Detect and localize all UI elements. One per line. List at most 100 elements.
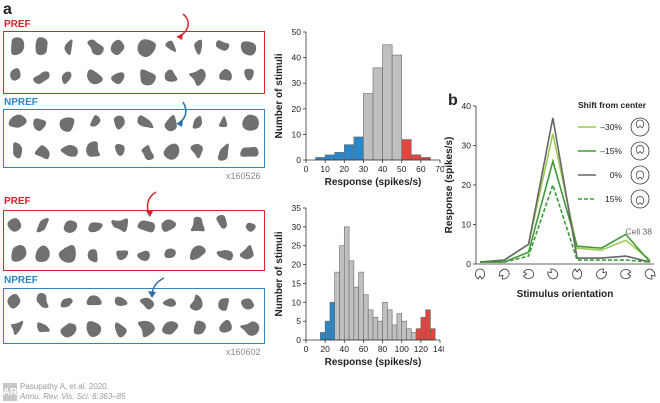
x-tick-label: 60 [359,344,369,354]
stimulus-shape [241,298,254,310]
stimulus-shape [60,144,78,157]
stimulus-shape [189,68,206,86]
stimulus-shape [88,222,103,233]
y-tick-label: 25 [292,241,302,251]
stimulus-shape [194,39,203,55]
x-tick-label: 140 [433,344,444,354]
histogram-bar [353,286,359,341]
histogram-bar [387,309,393,341]
stimulus-shape [219,319,232,333]
stimulus-shape [218,298,230,311]
shift-circle-icon [630,117,650,137]
stimulus-shape [13,142,23,159]
pref-label: PREF [4,196,31,207]
pref-label: PREF [4,19,31,30]
orientation-shape-icon [498,268,510,280]
y-tick-label: 20 [292,104,302,114]
stimulus-shape [189,294,203,311]
cell-annotation: Cell 38 [626,226,653,236]
stimulus-shape [61,71,72,84]
stimulus-shape [161,219,177,232]
y-tick-label: 15 [292,278,302,288]
stimulus-shape [139,297,155,310]
stimulus-shape [11,244,27,262]
y-tick-label: 20 [292,260,302,270]
stimulus-shape [165,40,177,52]
tuning-curve-chart: 0 10 20 30 40 Stimulus orientation Response (s… [444,100,656,300]
pref-shapes [10,37,257,86]
histogram-bar [329,301,336,341]
stimulus-shape [11,37,25,56]
pref-arrow-icon [176,13,189,40]
stimulus-shape [86,321,102,338]
shift-circle-icon [630,165,650,185]
stimulus-shape [163,143,180,160]
y-tick-label: 30 [462,141,472,151]
stimulus-shape [59,117,75,132]
orientation-shape-icon [620,269,632,279]
panel-b-letter: b [448,92,458,109]
legend-label: 15% [605,194,622,204]
x-tick-label: 40 [340,344,350,354]
histogram-bar [377,320,383,341]
histogram-x160602: 0 5 10 15 20 25 30 35 0 20 40 60 80 100 120 140 Response… [274,203,444,368]
stimulus-shape [35,245,50,263]
x-tick-label: 50 [397,164,407,174]
stimulus-shape [162,298,177,307]
histogram-bar [324,320,331,341]
stimulus-shape [190,216,205,232]
legend-title: Shift from center [578,100,647,110]
orientation-shape-icon [522,269,534,279]
stimulus-shape [7,218,22,232]
stimulus-shape [240,41,257,56]
x-tick-label: 100 [395,344,409,354]
x-tick-label: 10 [320,164,330,174]
x-tick-label: 0 [304,164,309,174]
stimulus-shape [137,250,150,261]
histogram-bar [348,260,355,341]
stimulus-shape [33,71,50,85]
stimulus-shape [137,39,156,58]
stimulus-shape [58,245,76,263]
histogram-bar [410,154,422,161]
x-tick-label: 20 [340,164,350,174]
tuning-series-line [479,117,651,263]
stimulus-shape [90,115,101,127]
stimulus-shape [216,214,227,229]
stimulus-shape [215,40,230,51]
x-tick-label: 20 [320,344,330,354]
stimulus-shape [86,141,101,157]
stimulus-shape [216,250,233,261]
stimulus-shape [141,145,154,161]
stimulus-shape [114,322,127,338]
stimulus-shape [189,245,206,260]
stimulus-shape [33,118,47,131]
npref-shape-box [3,109,265,168]
y-tick-label: 30 [292,222,302,232]
stimulus-shape [162,321,179,335]
stimulus-shape [164,248,176,259]
histogram-bar [343,226,350,341]
histogram-bar [420,317,426,341]
y-tick-label: 5 [296,316,301,326]
histogram-bar [339,245,345,341]
orientation-shape-icon [572,268,582,280]
tuning-series-line [479,133,651,263]
y-tick-label: 40 [462,101,472,111]
histogram-bar [382,44,393,161]
y-tick-label: 20 [462,180,472,190]
histogram-bar [358,271,364,341]
panel-a-letter: a [3,1,12,18]
x-tick-label: 0 [304,344,309,354]
y-tick-label: 10 [292,297,302,307]
histogram-bar [401,139,412,161]
stimulus-shape [35,37,48,56]
stimulus-shape [240,146,259,157]
y-tick-label: 0 [296,155,301,165]
histogram-bar [372,67,383,161]
stimulus-shape [240,321,260,336]
stimulus-shape [111,218,129,232]
histogram-bar [334,152,345,161]
x-tick-label: 40 [378,164,388,174]
stimulus-shape [37,322,50,333]
